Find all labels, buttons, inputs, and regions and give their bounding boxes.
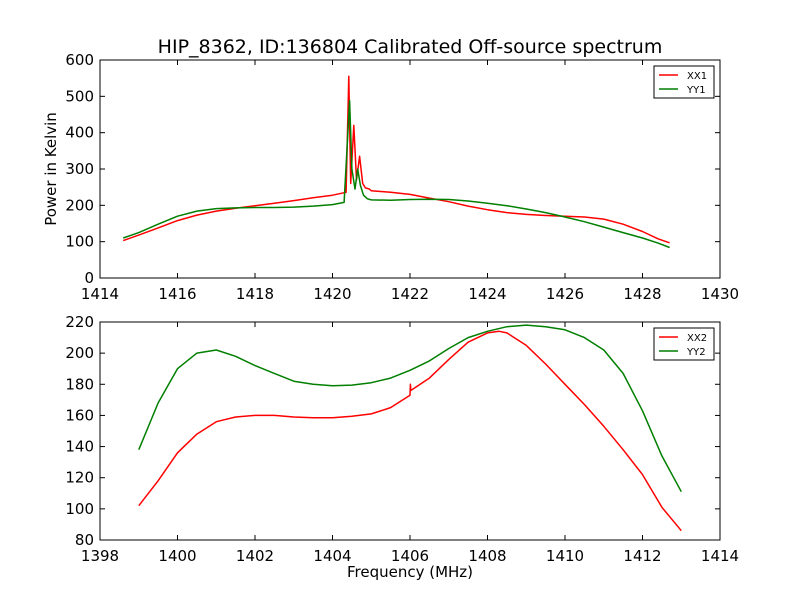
- x-tick-label: 1406: [391, 547, 429, 565]
- top-panel: 1414 1416 1418 1420 1422 1424 1426 1428 1430 0 100…: [42, 51, 739, 303]
- y-tick-label: 200: [65, 344, 94, 362]
- chart-title: HIP_8362, ID:136804 Calibrated Off-sourc…: [158, 36, 663, 58]
- y-tick-label: 180: [65, 375, 94, 393]
- plot-area: [138, 324, 682, 532]
- y-axis-label: Power in Kelvin: [42, 112, 60, 226]
- legend-label-yy1: YY1: [686, 85, 706, 96]
- x-tick-label: 1422: [391, 285, 429, 303]
- y-tick-label: 200: [65, 196, 94, 214]
- x-tick-label: 1418: [236, 285, 274, 303]
- y-tick-label: 220: [65, 313, 94, 331]
- y-tick-label: 80: [75, 531, 94, 549]
- series-line-yy1: [122, 99, 670, 249]
- legend-box: [653, 327, 715, 361]
- legend-label-xx2: XX2: [687, 333, 707, 344]
- y-tick-label: 140: [65, 438, 94, 456]
- y-tick-label: 100: [65, 500, 94, 518]
- x-tick-label: 1428: [623, 285, 661, 303]
- x-tick-label: 1430: [701, 285, 739, 303]
- legend-box: [653, 65, 715, 99]
- x-tick-label: 1412: [623, 547, 661, 565]
- x-axis-label: Frequency (MHz): [347, 563, 473, 581]
- x-tick-label: 1426: [546, 285, 584, 303]
- y-tick-label: 300: [65, 160, 94, 178]
- x-tick-label: 1414: [81, 285, 119, 303]
- x-tick-label: 1410: [546, 547, 584, 565]
- y-tick-label: 100: [65, 233, 94, 251]
- x-tick-label: 1402: [236, 547, 274, 565]
- y-tick-label: 500: [65, 87, 94, 105]
- x-tick-label: 1416: [158, 285, 196, 303]
- y-tick-label: 160: [65, 406, 94, 424]
- legend-label-xx1: XX1: [687, 71, 707, 82]
- y-tick-label: 0: [84, 269, 94, 287]
- series-line-yy2: [138, 324, 682, 493]
- x-tick-label: 1424: [468, 285, 506, 303]
- y-tick-label: 600: [65, 51, 94, 69]
- plot-area: [122, 75, 670, 249]
- y-tick-label: 120: [65, 469, 94, 487]
- legend-label-yy2: YY2: [686, 347, 706, 358]
- x-tick-label: 1404: [313, 547, 351, 565]
- x-tick-label: 1420: [313, 285, 351, 303]
- y-tick-label: 400: [65, 124, 94, 142]
- x-tick-label: 1400: [158, 547, 196, 565]
- x-tick-label: 1398: [81, 547, 119, 565]
- bottom-panel: 1398 1400 1402 1404 1406 1408 1410 1412 1414 80 10…: [65, 313, 739, 581]
- x-tick-label: 1414: [701, 547, 739, 565]
- x-tick-label: 1408: [468, 547, 506, 565]
- series-line-xx2: [138, 330, 682, 532]
